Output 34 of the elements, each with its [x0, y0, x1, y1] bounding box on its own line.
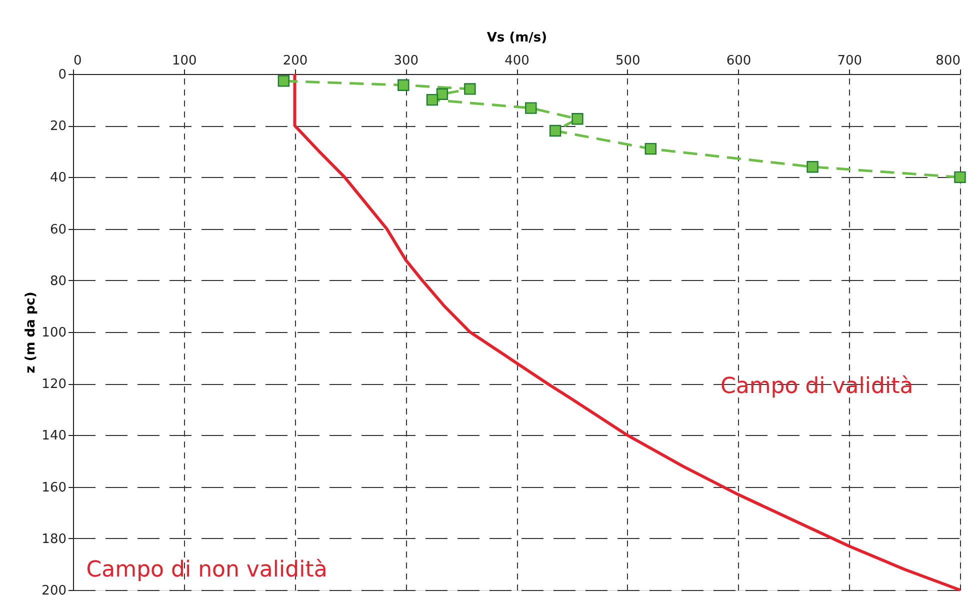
x-tick-label: 500 [615, 54, 640, 68]
y-tick-label: 0 [58, 68, 66, 82]
y-tick-label: 180 [42, 532, 66, 547]
point [278, 75, 290, 87]
y-tick-label: 20 [50, 119, 66, 134]
x-tick-label: 600 [726, 54, 752, 68]
x-tick-label: 100 [172, 54, 197, 68]
annotation: Campo di non validità [86, 557, 328, 582]
point [572, 113, 584, 125]
y-tick-label: 100 [42, 326, 66, 340]
point [426, 94, 438, 106]
y-tick-label: 160 [42, 480, 66, 496]
x-tick-label: 800 [936, 54, 960, 68]
point [954, 171, 966, 184]
x-tick-label: 300 [394, 54, 419, 68]
x-tick-label: 200 [282, 54, 308, 68]
x-tick-label: 0 [74, 54, 82, 68]
y-tick-label: 60 [50, 222, 66, 238]
x-tick-label: 400 [504, 54, 530, 68]
point [525, 102, 537, 114]
y-tick-label: 120 [42, 377, 66, 392]
x-axis-title: Vs (m/s) [486, 30, 548, 46]
point [806, 161, 818, 173]
y-axis-title: z (m da pc) [24, 292, 39, 374]
point [549, 124, 562, 137]
point [464, 83, 476, 95]
x-tick-label: 700 [837, 54, 862, 68]
point [436, 88, 448, 100]
y-tick-label: 40 [50, 170, 66, 186]
y-tick-label: 140 [42, 428, 66, 444]
y-tick-label: 200 [42, 584, 66, 595]
y-tick-label: 80 [50, 274, 66, 289]
point [644, 142, 657, 155]
point [398, 79, 410, 91]
